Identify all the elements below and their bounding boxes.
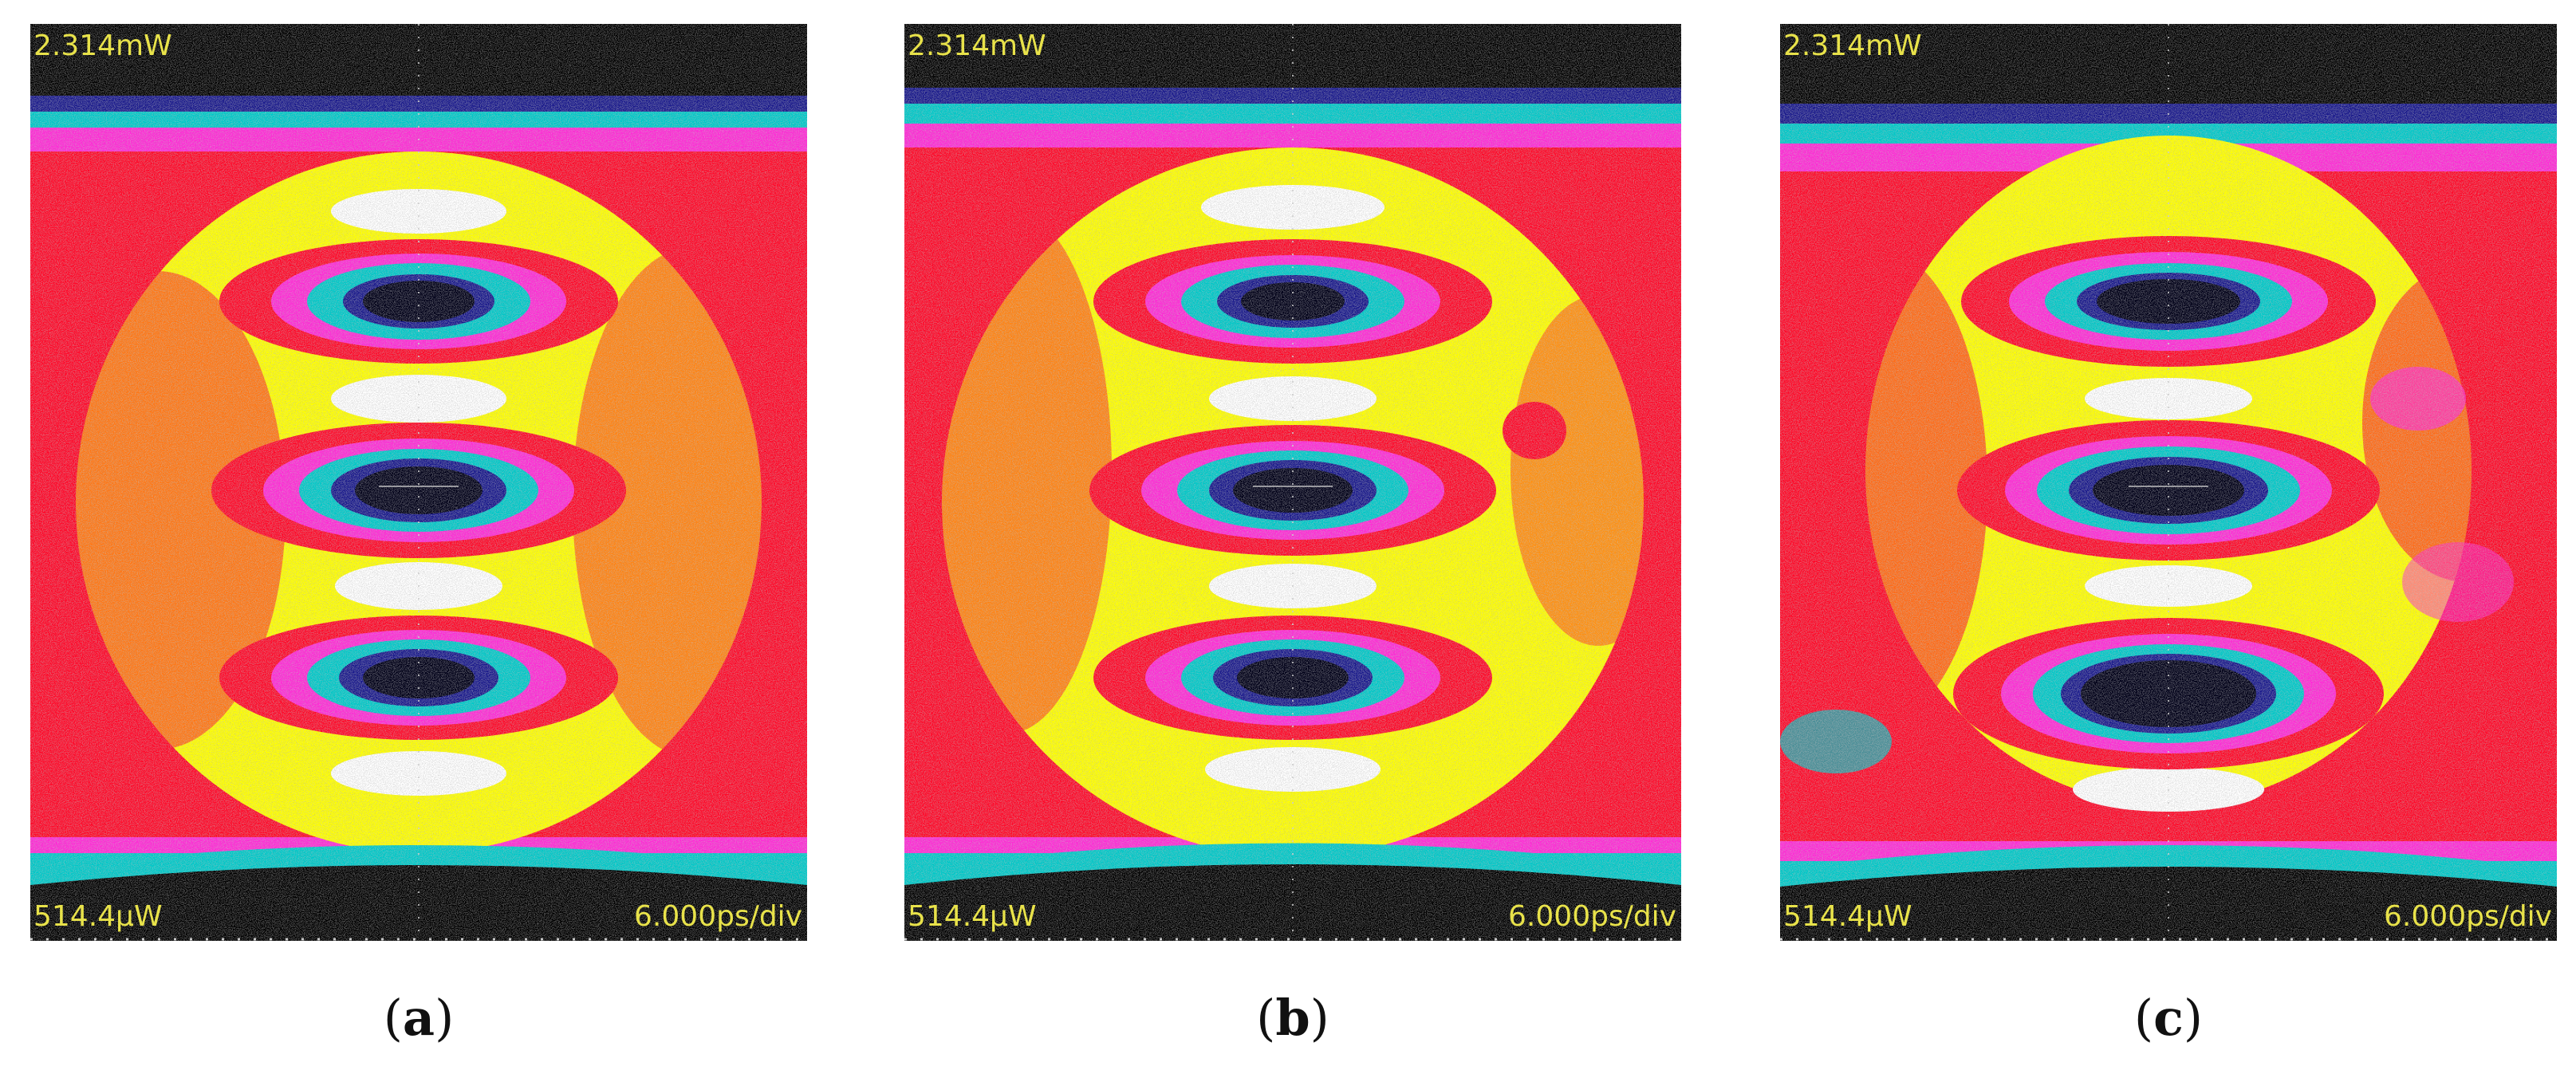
caption-close-paren: ) <box>1310 989 1329 1047</box>
power-min-label: 514.4μW <box>33 900 163 933</box>
timebase-label: 6.000ps/div <box>2384 900 2552 933</box>
caption-open-paren: ( <box>1256 989 1276 1047</box>
caption-letter: a <box>402 989 435 1047</box>
power-max-label: 2.314mW <box>1783 30 1922 62</box>
power-min-label: 514.4μW <box>908 900 1037 933</box>
eye-diagram-panel-c: 2.314mW 514.4μW 6.000ps/div <box>1780 24 2557 941</box>
eye-diagram-image <box>1780 24 2557 941</box>
timebase-label: 6.000ps/div <box>1508 900 1676 933</box>
caption-letter: b <box>1275 989 1310 1047</box>
caption-close-paren: ) <box>435 989 455 1047</box>
caption-b: (b) <box>904 989 1681 1047</box>
eye-diagram-panel-a: 2.314mW 514.4μW 6.000ps/div <box>30 24 807 941</box>
power-max-label: 2.314mW <box>908 30 1046 62</box>
power-max-label: 2.314mW <box>33 30 172 62</box>
power-min-label: 514.4μW <box>1783 900 1912 933</box>
caption-open-paren: ( <box>383 989 403 1047</box>
caption-close-paren: ) <box>2183 989 2204 1047</box>
caption-open-paren: ( <box>2133 989 2154 1047</box>
eye-diagram-panel-b: 2.314mW 514.4μW 6.000ps/div <box>904 24 1681 941</box>
eye-diagram-image <box>30 24 807 941</box>
timebase-label: 6.000ps/div <box>634 900 802 933</box>
caption-letter: c <box>2153 989 2184 1047</box>
caption-a: (a) <box>30 989 807 1047</box>
caption-c: (c) <box>1780 989 2557 1047</box>
eye-diagram-image <box>904 24 1681 941</box>
